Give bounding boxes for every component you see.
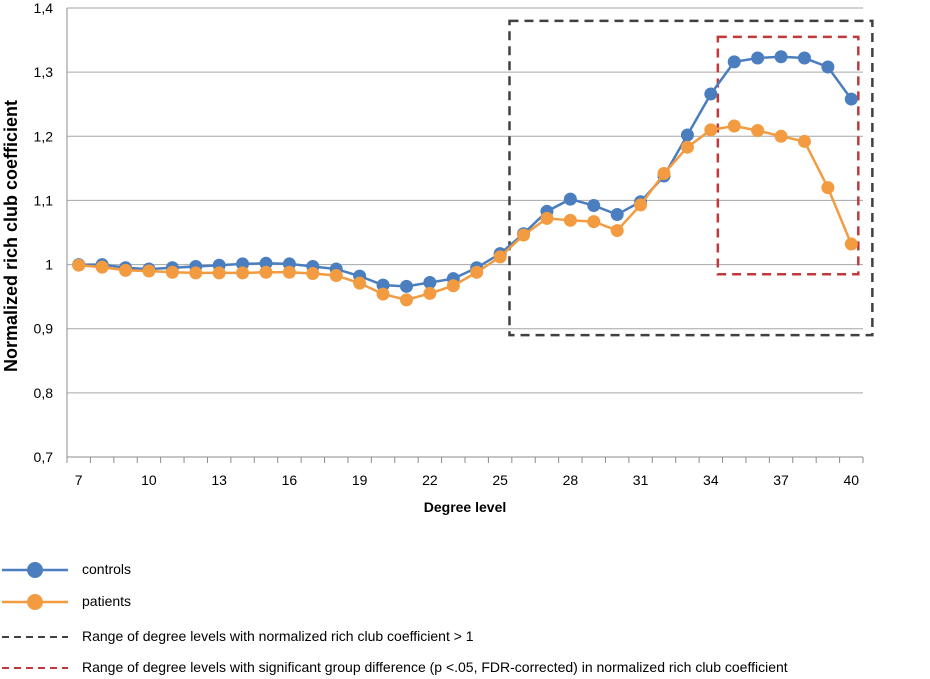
data-point-controls xyxy=(236,257,250,271)
x-tick-label: 25 xyxy=(492,472,508,488)
y-tick-label: 0,9 xyxy=(34,321,54,337)
data-point-patients xyxy=(119,263,133,277)
data-point-patients xyxy=(610,224,624,238)
data-point-patients xyxy=(563,213,577,227)
data-point-controls xyxy=(844,92,858,106)
data-point-controls xyxy=(704,87,718,101)
x-tick-label: 16 xyxy=(282,472,298,488)
data-point-patients xyxy=(680,140,694,154)
y-tick-label: 1,2 xyxy=(34,128,54,144)
data-point-controls xyxy=(259,256,273,270)
data-point-patients xyxy=(844,237,858,251)
x-tick-label: 7 xyxy=(75,472,83,488)
data-point-patients xyxy=(423,286,437,300)
legend-label-controls: controls xyxy=(82,561,132,577)
y-tick-label: 0,8 xyxy=(34,385,54,401)
y-axis-title: Normalized rich club coefficient xyxy=(1,100,21,372)
data-point-patients xyxy=(727,119,741,133)
highlight-boxes xyxy=(508,19,874,337)
legend-swatch-patients xyxy=(2,594,68,610)
data-point-patients xyxy=(306,267,320,281)
data-point-controls xyxy=(423,276,437,290)
x-axis-title: Degree level xyxy=(424,499,507,515)
legend-swatch-red-dashed xyxy=(2,667,68,669)
data-point-patients xyxy=(236,266,250,280)
data-point-patients xyxy=(797,134,811,148)
data-point-controls xyxy=(751,51,765,65)
data-point-patients xyxy=(587,215,601,229)
data-point-patients xyxy=(493,250,507,264)
data-point-controls xyxy=(610,208,624,222)
data-point-patients xyxy=(165,265,179,279)
legend-swatch-controls xyxy=(2,562,68,578)
x-tick-label: 40 xyxy=(844,472,860,488)
data-point-patients xyxy=(376,287,390,301)
data-point-patients xyxy=(470,265,484,279)
data-point-patients xyxy=(95,260,109,274)
data-point-controls xyxy=(727,55,741,69)
data-point-controls xyxy=(821,60,835,74)
x-tick-label: 10 xyxy=(141,472,157,488)
data-point-controls xyxy=(399,279,413,293)
data-point-patients xyxy=(142,264,156,278)
data-point-controls xyxy=(797,51,811,65)
data-point-patients xyxy=(821,181,835,195)
data-point-patients xyxy=(517,228,531,242)
data-point-patients xyxy=(446,279,460,293)
x-tick-label: 13 xyxy=(211,472,227,488)
x-tick-labels: 7 10 13 16 19 22 25 28 31 34 37 40 xyxy=(75,472,859,488)
data-point-patients xyxy=(540,211,554,225)
y-tick-labels: 0,7 0,8 0,9 1 1,1 1,2 1,3 1,4 xyxy=(34,0,54,465)
data-point-controls xyxy=(563,192,577,206)
legend-label-range-gt1: Range of degree levels with normalized r… xyxy=(82,628,474,644)
data-point-patients xyxy=(259,265,273,279)
data-point-patients xyxy=(212,266,226,280)
data-point-patients xyxy=(657,166,671,180)
y-tick-label: 1,3 xyxy=(34,64,54,80)
data-point-controls xyxy=(680,128,694,142)
legend-swatch-black-dashed xyxy=(2,636,68,638)
data-point-patients xyxy=(704,123,718,137)
data-point-controls xyxy=(774,50,788,64)
x-tick-label: 31 xyxy=(633,472,649,488)
legend-label-patients: patients xyxy=(82,593,132,609)
x-tick-label: 28 xyxy=(563,472,579,488)
y-tick-label: 1,1 xyxy=(34,192,54,208)
highlight-box-range-gt1 xyxy=(508,19,874,337)
data-point-patients xyxy=(189,266,203,280)
line-chart: 0,7 0,8 0,9 1 1,1 1,2 1,3 1,4 7 10 13 16 19 22 25 28 31… xyxy=(1,0,874,515)
series-line-controls xyxy=(78,55,853,288)
y-tick-label: 1,4 xyxy=(34,0,54,16)
legend-item-significant: Range of degree levels with significant … xyxy=(0,658,930,678)
series-group xyxy=(72,50,858,307)
highlight-box-significant xyxy=(716,35,860,276)
data-point-patients xyxy=(399,293,413,307)
x-tick-label: 34 xyxy=(703,472,719,488)
data-point-patients xyxy=(751,124,765,138)
data-point-patients xyxy=(282,265,296,279)
y-tick-label: 0,7 xyxy=(34,449,54,465)
data-point-controls xyxy=(587,199,601,213)
y-tick-label: 1 xyxy=(45,257,53,273)
x-tick-label: 22 xyxy=(422,472,438,488)
x-tick-label: 37 xyxy=(773,472,789,488)
legend-item-range-gt1: Range of degree levels with normalized r… xyxy=(0,627,930,647)
legend-item-controls: controls xyxy=(0,560,930,580)
x-tick-label: 19 xyxy=(352,472,368,488)
legend-label-significant: Range of degree levels with significant … xyxy=(82,659,788,675)
legend-item-patients: patients xyxy=(0,592,930,612)
data-point-patients xyxy=(329,268,343,282)
data-point-patients xyxy=(634,198,648,212)
data-point-controls xyxy=(376,278,390,292)
gridlines xyxy=(66,7,864,463)
data-point-patients xyxy=(72,258,86,272)
data-point-patients xyxy=(774,129,788,143)
series-line-patients xyxy=(78,124,853,302)
data-point-patients xyxy=(353,276,367,290)
